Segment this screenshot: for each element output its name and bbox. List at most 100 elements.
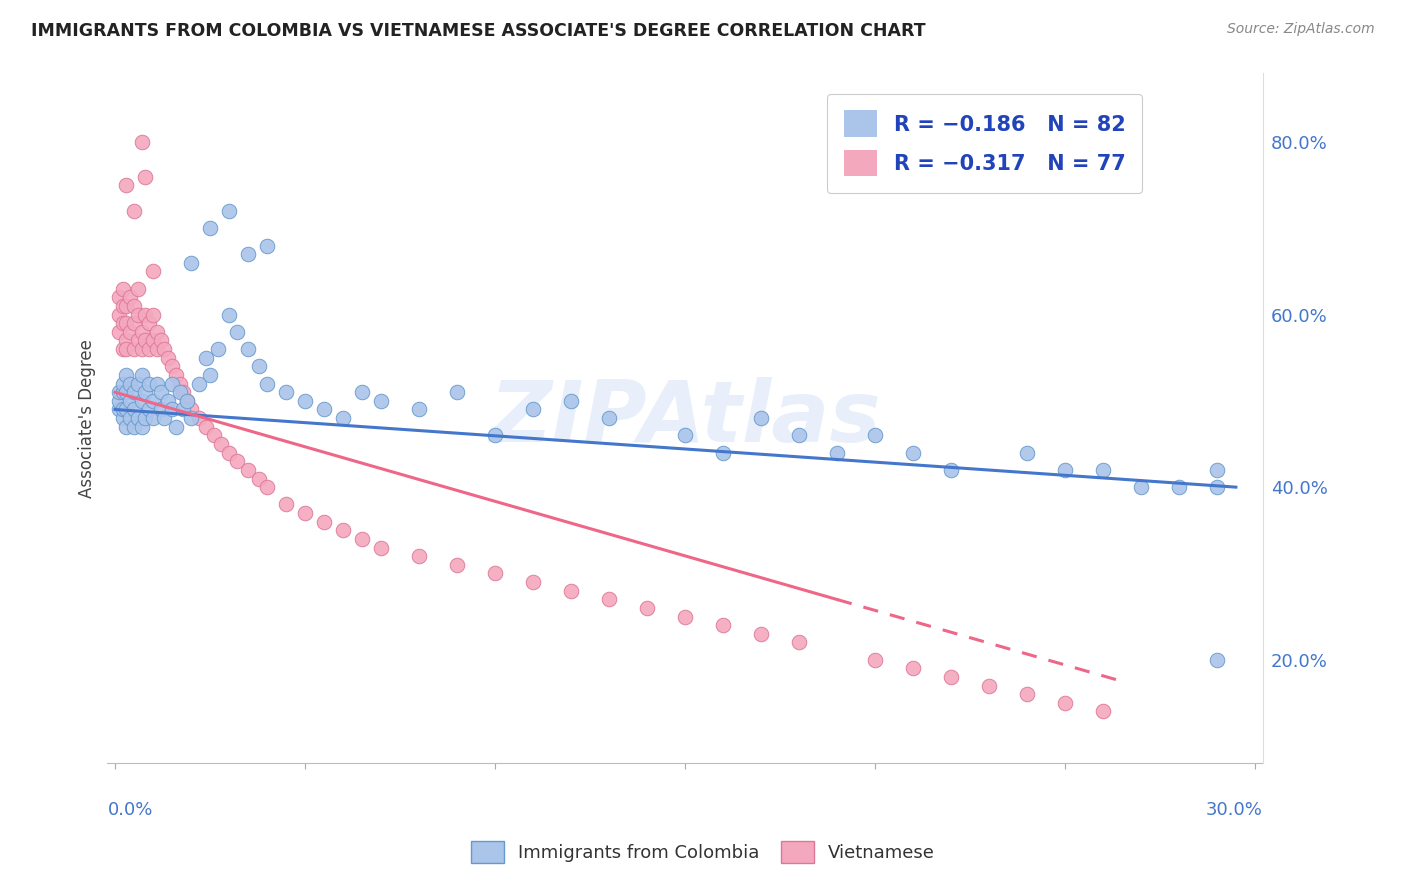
Point [131, 135, 153, 149]
Point [484, 566, 506, 581]
Point [142, 264, 165, 278]
Point [247, 359, 270, 374]
Point [863, 653, 886, 667]
Point [120, 411, 142, 425]
Point [149, 385, 172, 400]
Text: IMMIGRANTS FROM COLOMBIA VS VIETNAMESE ASSOCIATE'S DEGREE CORRELATION CHART: IMMIGRANTS FROM COLOMBIA VS VIETNAMESE A… [31, 22, 925, 40]
Point [673, 609, 696, 624]
Point [160, 359, 183, 374]
Point [209, 437, 232, 451]
Point [111, 376, 134, 391]
Point [122, 204, 145, 219]
Point [107, 385, 129, 400]
Point [176, 393, 198, 408]
Point [138, 402, 160, 417]
Point [127, 282, 149, 296]
Point [146, 325, 169, 339]
Point [122, 402, 145, 417]
Point [901, 445, 924, 459]
Point [195, 351, 218, 365]
Point [187, 376, 209, 391]
Point [180, 402, 202, 417]
Text: Source: ZipAtlas.com: Source: ZipAtlas.com [1227, 22, 1375, 37]
Point [207, 342, 229, 356]
Point [142, 308, 165, 322]
Point [115, 368, 138, 382]
Point [107, 402, 129, 417]
Point [107, 308, 129, 322]
Point [198, 221, 221, 235]
Point [294, 506, 316, 520]
Point [120, 325, 142, 339]
Point [294, 393, 316, 408]
Point [218, 308, 240, 322]
Y-axis label: Associate's Degree: Associate's Degree [79, 339, 96, 498]
Point [863, 428, 886, 442]
Point [370, 393, 392, 408]
Point [127, 308, 149, 322]
Point [256, 480, 278, 494]
Point [332, 523, 354, 537]
Point [1053, 463, 1076, 477]
Point [111, 299, 134, 313]
Point [160, 376, 183, 391]
Point [1015, 445, 1038, 459]
Point [153, 411, 176, 425]
Point [146, 376, 169, 391]
Point [146, 342, 169, 356]
Point [1053, 696, 1076, 710]
Point [131, 325, 153, 339]
Point [180, 411, 202, 425]
Legend: Immigrants from Colombia, Vietnamese: Immigrants from Colombia, Vietnamese [463, 832, 943, 872]
Point [134, 385, 156, 400]
Text: 0.0%: 0.0% [107, 801, 153, 819]
Point [256, 238, 278, 252]
Point [312, 515, 335, 529]
Point [446, 385, 468, 400]
Point [901, 661, 924, 675]
Point [484, 428, 506, 442]
Point [636, 601, 658, 615]
Point [236, 342, 259, 356]
Point [312, 402, 335, 417]
Point [225, 454, 247, 468]
Point [598, 592, 620, 607]
Point [187, 411, 209, 425]
Point [115, 385, 138, 400]
Point [127, 334, 149, 348]
Point [138, 376, 160, 391]
Point [172, 385, 194, 400]
Text: ZIPAtlas: ZIPAtlas [489, 376, 880, 459]
Point [1015, 687, 1038, 701]
Point [134, 308, 156, 322]
Point [111, 282, 134, 296]
Point [149, 402, 172, 417]
Point [122, 342, 145, 356]
Point [560, 583, 582, 598]
Point [131, 342, 153, 356]
Point [522, 402, 544, 417]
Point [165, 419, 187, 434]
Point [711, 618, 734, 632]
Point [115, 419, 138, 434]
Point [115, 334, 138, 348]
Point [787, 428, 810, 442]
Point [131, 393, 153, 408]
Point [107, 393, 129, 408]
Point [236, 463, 259, 477]
Point [256, 376, 278, 391]
Point [115, 299, 138, 313]
Point [522, 575, 544, 590]
Point [1206, 463, 1229, 477]
Point [131, 368, 153, 382]
Point [138, 342, 160, 356]
Point [134, 411, 156, 425]
Point [1206, 653, 1229, 667]
Point [274, 385, 297, 400]
Point [120, 376, 142, 391]
Point [120, 393, 142, 408]
Point [202, 428, 225, 442]
Point [673, 428, 696, 442]
Point [169, 385, 191, 400]
Point [446, 558, 468, 572]
